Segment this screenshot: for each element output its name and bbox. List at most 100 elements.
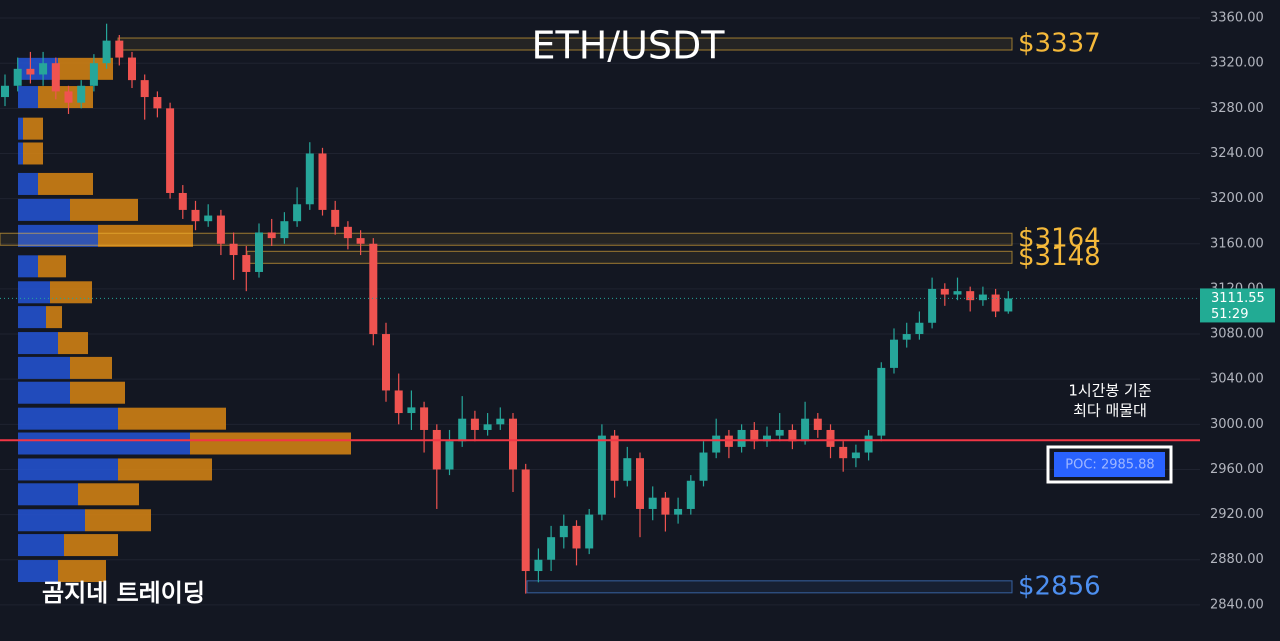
profile-buy <box>18 86 38 109</box>
level-label: $3337 <box>1018 29 1101 59</box>
candle-body <box>661 497 670 515</box>
candle-body <box>128 57 136 81</box>
candle-body <box>458 418 467 442</box>
y-tick-label: 3160.00 <box>1210 236 1264 251</box>
candle-body <box>636 458 644 509</box>
candle-body <box>432 429 441 470</box>
chart-title: ETH/USDT <box>531 24 725 68</box>
candle-body <box>699 452 708 481</box>
profile-sell <box>58 57 113 80</box>
poc-label: POC: 2985.88 <box>1065 458 1154 473</box>
candle-body <box>509 418 517 470</box>
candle-body <box>902 334 911 340</box>
candle-body <box>585 514 594 549</box>
candle-body <box>394 390 403 414</box>
candle-body <box>572 525 581 549</box>
level-zone <box>246 250 1013 264</box>
candle-body <box>1 85 9 98</box>
profile-sell <box>23 142 43 165</box>
candle-body <box>801 418 810 442</box>
y-tick-label: 2840.00 <box>1210 597 1264 612</box>
y-tick-label: 3000.00 <box>1210 417 1264 432</box>
profile-buy <box>18 458 118 481</box>
candle-body <box>686 480 695 509</box>
price-tag <box>1200 288 1275 323</box>
poc-box <box>1054 452 1165 477</box>
profile-buy <box>18 142 23 165</box>
candle-body <box>305 153 314 205</box>
y-tick-label: 2880.00 <box>1210 552 1264 567</box>
profile-buy <box>18 198 70 221</box>
profile-buy <box>18 224 98 247</box>
y-tick-label: 3360.00 <box>1210 11 1264 26</box>
candle-body <box>712 435 721 453</box>
candle-body <box>763 435 771 442</box>
candle-body <box>928 288 937 323</box>
y-tick-label: 3200.00 <box>1210 191 1264 206</box>
candle-body <box>13 68 22 86</box>
candle-body <box>953 291 962 295</box>
candle-body <box>51 63 60 92</box>
profile-buy <box>18 117 23 140</box>
candle-body <box>940 288 949 295</box>
candle-body <box>178 192 187 210</box>
profile-sell <box>98 224 193 247</box>
profile-sell <box>85 509 151 532</box>
candle-body <box>26 68 35 75</box>
profile-sell <box>46 306 62 329</box>
annotation: 최다 매물대 <box>1073 402 1147 420</box>
candle-body <box>191 209 200 222</box>
candle-body <box>280 221 289 239</box>
candle-body <box>991 294 1000 312</box>
profile-sell <box>23 117 43 140</box>
candle-body <box>851 452 860 459</box>
profile-sell <box>190 432 351 455</box>
candle-body <box>153 97 162 109</box>
candle-body <box>750 429 759 442</box>
y-tick-label: 2960.00 <box>1210 462 1264 477</box>
candle-body <box>826 429 835 447</box>
candle-body <box>877 367 886 436</box>
profile-buy <box>18 534 64 557</box>
price-tag-countdown: 51:29 <box>1211 307 1248 322</box>
profile-buy <box>18 172 38 195</box>
candle-body <box>343 226 352 239</box>
candle-body <box>216 215 225 244</box>
level-zone <box>526 580 1013 594</box>
candle-body <box>382 334 390 391</box>
profile-sell <box>78 483 139 506</box>
candle-body <box>674 508 683 515</box>
candle-body <box>839 446 848 459</box>
candle-body <box>318 153 327 210</box>
candle-body <box>293 204 302 222</box>
candle-body <box>420 407 429 430</box>
profile-buy <box>18 281 50 304</box>
candle-body <box>204 215 213 222</box>
candle-body <box>229 243 238 256</box>
profile-sell <box>118 458 212 481</box>
candle-body <box>255 232 263 272</box>
level-label: $3148 <box>1018 242 1101 272</box>
candle-body <box>483 424 492 430</box>
candle-body <box>521 469 530 572</box>
candle-body <box>1004 298 1013 312</box>
candle-body <box>648 497 657 509</box>
annotation: 1시간봉 기준 <box>1068 382 1152 400</box>
profile-sell <box>38 172 93 195</box>
y-tick-label: 3080.00 <box>1210 327 1264 342</box>
profile-sell <box>118 407 226 430</box>
candle-body <box>242 255 251 272</box>
profile-sell <box>58 332 88 355</box>
profile-buy <box>18 332 58 355</box>
candle-body <box>737 429 746 447</box>
profile-sell <box>58 560 106 583</box>
candle-body <box>966 291 975 301</box>
y-tick-label: 3240.00 <box>1210 146 1264 161</box>
profile-buy <box>18 509 85 532</box>
candle-body <box>407 407 416 414</box>
level-label: $2856 <box>1018 571 1101 601</box>
profile-buy <box>18 407 118 430</box>
profile-buy <box>18 381 70 404</box>
level-zone <box>0 232 1013 246</box>
candle-body <box>890 339 898 368</box>
